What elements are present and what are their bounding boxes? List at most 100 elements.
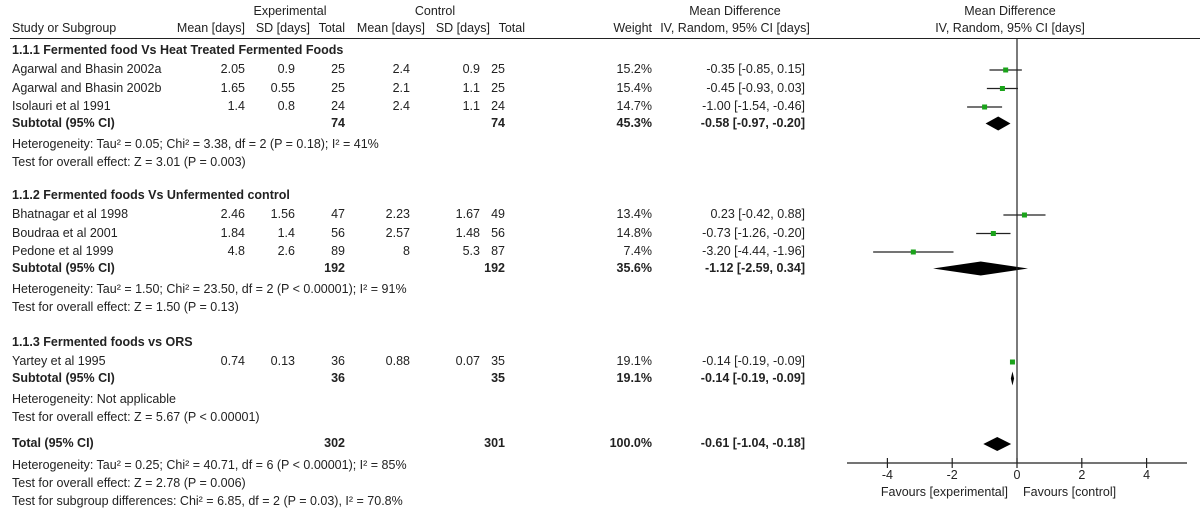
md-ci: 0.23 [-0.42, 0.88] [710, 207, 805, 221]
header-md-method-plot: IV, Random, 95% CI [days] [935, 21, 1085, 35]
exp-total: 74 [331, 115, 345, 130]
study-name: Bhatnagar et al 1998 [12, 207, 129, 221]
weight: 45.3% [616, 115, 652, 130]
exp-sd: 0.13 [270, 354, 295, 368]
exp-total: 36 [331, 354, 345, 368]
md-ci: -3.20 [-4.44, -1.96] [702, 244, 805, 258]
exp-total: 89 [331, 244, 345, 258]
weight: 7.4% [623, 244, 653, 258]
x-tick-label: 0 [1014, 468, 1021, 482]
summary-diamond [1010, 371, 1015, 386]
ctrl-sd: 1.67 [455, 207, 480, 221]
ctrl-total: 74 [491, 115, 505, 130]
exp-total: 24 [331, 99, 345, 113]
study-marker [990, 231, 996, 236]
study-marker [999, 86, 1005, 91]
exp-total: 56 [331, 225, 345, 240]
weight: 15.2% [616, 62, 652, 76]
weight: 35.6% [616, 260, 652, 275]
exp-total: 36 [331, 370, 345, 385]
ctrl-total: 25 [491, 80, 505, 95]
overall-effect-text: Test for overall effect: Z = 3.01 (P = 0… [12, 154, 246, 169]
header-md-method: IV, Random, 95% CI [days] [660, 21, 810, 35]
ctrl-mean: 2.4 [392, 99, 410, 113]
weight: 15.4% [616, 80, 652, 95]
overall-effect-text: Test for overall effect: Z = 5.67 (P < 0… [12, 409, 260, 424]
study-marker [1021, 212, 1027, 218]
exp-mean: 2.05 [220, 62, 245, 76]
exp-mean: 1.65 [220, 80, 245, 95]
md-ci: -0.61 [-1.04, -0.18] [700, 436, 805, 450]
exp-total: 302 [324, 436, 345, 450]
ctrl-total: 35 [491, 354, 505, 368]
study-name: Agarwal and Bhasin 2002a [12, 62, 162, 76]
exp-mean: 0.74 [220, 354, 245, 368]
ctrl-sd: 0.9 [462, 62, 480, 76]
header-md-plot: Mean Difference [964, 4, 1056, 18]
exp-mean: 4.8 [227, 244, 245, 258]
ctrl-mean: 8 [403, 244, 410, 258]
study-marker [1003, 67, 1009, 73]
heterogeneity-text: Heterogeneity: Not applicable [12, 391, 176, 406]
header-e-sd: SD [days] [255, 21, 310, 35]
weight: 14.7% [616, 99, 652, 113]
ctrl-total: 301 [484, 436, 505, 450]
exp-sd: 1.56 [270, 207, 295, 221]
summary-diamond [983, 437, 1012, 451]
weight: 19.1% [616, 370, 652, 385]
weight: 13.4% [616, 207, 652, 221]
overall-effect-text: Test for overall effect: Z = 1.50 (P = 0… [12, 299, 239, 314]
ctrl-mean: 2.4 [392, 62, 410, 76]
exp-mean: 2.46 [220, 207, 245, 221]
favours-experimental-label: Favours [experimental] [881, 485, 1008, 499]
study-name: Pedone et al 1999 [12, 244, 114, 258]
header-c-sd: SD [days] [435, 21, 490, 35]
ctrl-mean: 0.88 [385, 354, 410, 368]
header-e-mean: Mean [days] [176, 21, 245, 35]
exp-sd: 1.4 [277, 225, 295, 240]
md-ci: -0.58 [-0.97, -0.20] [700, 115, 805, 130]
study-marker [982, 104, 988, 110]
favours-control-label: Favours [control] [1023, 485, 1116, 499]
ctrl-mean: 2.57 [385, 225, 410, 240]
footer-text: Heterogeneity: Tau² = 0.25; Chi² = 40.71… [12, 458, 407, 472]
heterogeneity-text: Heterogeneity: Tau² = 0.05; Chi² = 3.38,… [12, 136, 379, 151]
total-label: Total (95% CI) [12, 436, 94, 450]
x-tick-label: 4 [1143, 468, 1150, 482]
ctrl-total: 25 [491, 62, 505, 76]
study-name: Boudraa et al 2001 [12, 225, 118, 240]
weight: 14.8% [616, 225, 652, 240]
exp-mean: 1.4 [227, 99, 245, 113]
exp-mean: 1.84 [220, 225, 245, 240]
weight: 100.0% [609, 436, 652, 450]
group-title: 1.1.2 Fermented foods Vs Unfermented con… [12, 188, 290, 202]
heterogeneity-text: Heterogeneity: Tau² = 1.50; Chi² = 23.50… [12, 281, 407, 296]
header-control: Control [414, 4, 456, 18]
ctrl-total: 49 [491, 207, 505, 221]
header-experimental: Experimental [253, 4, 327, 18]
group-title: 1.1.3 Fermented foods vs ORS [12, 335, 193, 349]
exp-total: 25 [331, 80, 345, 95]
study-name: Isolauri et al 1991 [12, 99, 111, 113]
md-ci: -0.73 [-1.26, -0.20] [702, 225, 805, 240]
ctrl-sd: 0.07 [455, 354, 480, 368]
exp-sd: 0.8 [277, 99, 295, 113]
md-ci: -0.45 [-0.93, 0.03] [706, 80, 805, 95]
header-c-mean: Mean [days] [356, 21, 425, 35]
ctrl-mean: 2.1 [392, 80, 410, 95]
ctrl-total: 192 [484, 260, 505, 275]
exp-total: 25 [331, 62, 345, 76]
study-marker [1009, 359, 1015, 365]
summary-diamond [985, 116, 1011, 131]
header-e-total: Total [318, 21, 345, 35]
x-tick-label: 2 [1078, 468, 1085, 482]
exp-total: 192 [324, 260, 345, 275]
study-name: Agarwal and Bhasin 2002b [12, 80, 162, 95]
ctrl-total: 56 [491, 225, 505, 240]
exp-sd: 2.6 [277, 244, 295, 258]
exp-sd: 0.55 [270, 80, 295, 95]
subtotal-label: Subtotal (95% CI) [12, 260, 115, 275]
exp-sd: 0.9 [277, 62, 295, 76]
